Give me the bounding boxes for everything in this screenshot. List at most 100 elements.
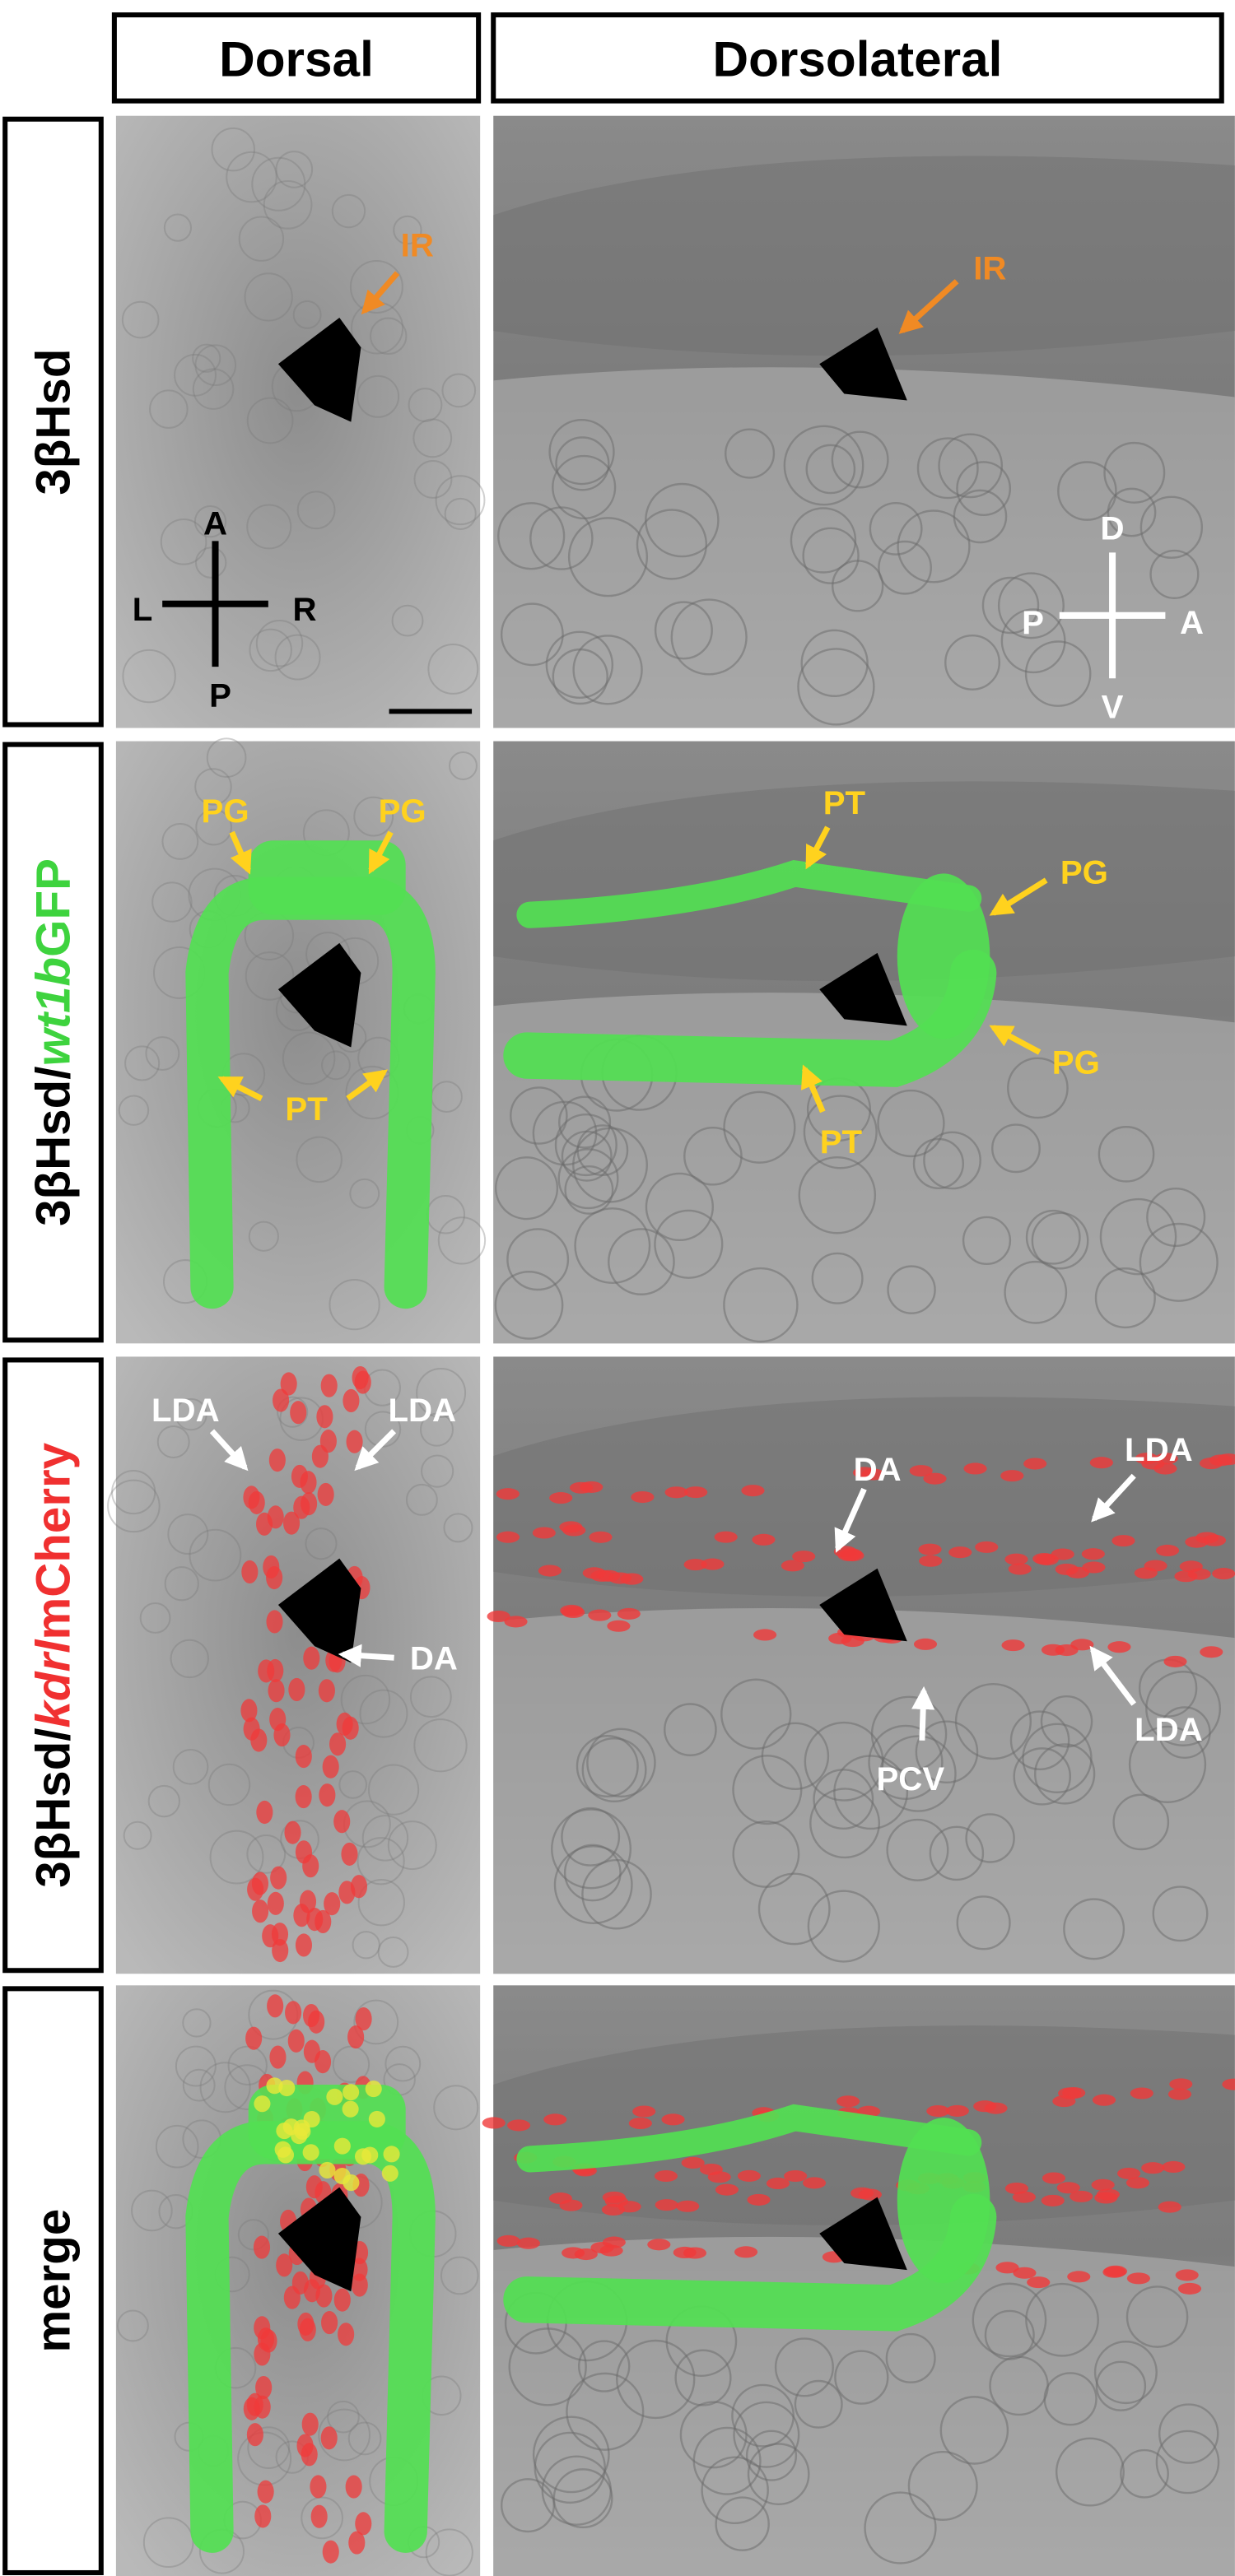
vessel-cell — [267, 1891, 284, 1915]
vessel-cell — [588, 1609, 612, 1621]
cell — [139, 1602, 171, 1634]
vessel-cell — [1041, 2194, 1065, 2206]
cell — [246, 1834, 287, 1874]
dorsolateral-panel — [493, 115, 1235, 728]
cell — [572, 635, 643, 705]
vessel-cell — [296, 2434, 314, 2457]
vessel-cell — [1212, 1568, 1235, 1580]
orientation-label: R — [293, 591, 317, 628]
cell — [567, 517, 649, 598]
vessel-cell — [318, 1679, 335, 1703]
cell — [885, 2332, 936, 2383]
cell — [111, 1470, 156, 1515]
orientation-label: P — [1022, 604, 1044, 641]
cell — [194, 768, 232, 806]
vessel-cell — [329, 1732, 347, 1756]
cell — [189, 1528, 242, 1582]
cell — [965, 1813, 1015, 1863]
cell — [340, 1674, 391, 1725]
vessel-cell — [1135, 1453, 1158, 1465]
vessel-cell — [300, 1471, 317, 1495]
cell — [174, 353, 217, 397]
vessel-cell — [1179, 1560, 1203, 1573]
orientation-label: D — [1101, 509, 1125, 546]
cell — [915, 1720, 979, 1784]
cell — [149, 389, 189, 429]
cell — [954, 1683, 1032, 1760]
cell — [195, 808, 232, 846]
cell — [247, 2426, 291, 2469]
cell — [616, 2339, 696, 2420]
cell — [121, 300, 160, 339]
vessel-cell — [753, 1629, 777, 1641]
cell — [532, 2416, 610, 2494]
cell — [887, 1265, 936, 1314]
orientation-label: A — [1180, 604, 1204, 641]
gfp-tissue — [897, 873, 990, 1039]
vessel-cell — [1058, 2087, 1082, 2099]
cell — [156, 1425, 190, 1458]
row-label: 3βHsd — [27, 349, 81, 495]
vessel-cell — [852, 1467, 877, 1479]
cell — [674, 2349, 732, 2406]
cell — [387, 1820, 437, 1871]
vessel-cell — [269, 2045, 287, 2069]
vessel-cell — [343, 1388, 360, 1413]
vessel-cell — [590, 2241, 614, 2254]
vessel-cell — [918, 1543, 942, 1555]
vessel-cell — [303, 1646, 320, 1670]
cell — [318, 2408, 371, 2462]
vessel-cell — [345, 2475, 362, 2499]
annotation-label: IR — [973, 250, 1006, 287]
cell — [412, 418, 453, 458]
vessel-cell — [241, 1560, 259, 1584]
cell — [441, 373, 477, 408]
dorsal-panel — [115, 115, 486, 728]
row-label-box — [2, 742, 104, 1343]
row-label-part: 3βHsd/ — [27, 1727, 81, 1887]
vessel-cell — [858, 2188, 882, 2201]
vessel-cell — [984, 2102, 1008, 2114]
cell — [147, 1784, 180, 1818]
cell — [833, 1755, 909, 1830]
cell — [296, 1136, 343, 1183]
vessel-cell — [1175, 2269, 1199, 2281]
cell — [938, 433, 1004, 499]
cell — [683, 1126, 743, 1186]
orientation-label: P — [209, 677, 231, 714]
vessel-cell — [272, 1938, 289, 1963]
cell — [413, 1718, 468, 1773]
cell — [227, 2045, 268, 2086]
cell — [1031, 1211, 1089, 1270]
cell — [886, 1818, 949, 1881]
row-label-part: mCherry — [27, 1442, 81, 1639]
cell — [558, 1095, 612, 1149]
cell — [331, 193, 366, 229]
vessel-cell — [549, 1492, 573, 1504]
cell — [956, 461, 1012, 516]
vessel-cell — [295, 1745, 312, 1769]
annotation-arrow — [989, 1025, 1042, 1055]
cell — [831, 430, 889, 489]
colocalization — [291, 2127, 308, 2145]
cell — [564, 1165, 614, 1215]
gfp-tissue — [897, 2118, 990, 2284]
vessel-cell — [267, 1994, 284, 2018]
vessel-cell — [280, 1372, 297, 1396]
vessel-cell — [948, 1546, 972, 1559]
vessel-cell — [1162, 2160, 1186, 2173]
cell — [145, 1036, 180, 1071]
vessel-cell — [1154, 1453, 1178, 1465]
cell — [248, 1221, 279, 1252]
cell — [1139, 1222, 1219, 1302]
cell — [510, 1086, 568, 1145]
annotation-label: LDA — [1125, 1431, 1193, 1468]
vessel-cell — [293, 1904, 310, 1927]
cell — [981, 576, 1040, 635]
cell — [557, 1148, 619, 1210]
vessel-cell — [1056, 2182, 1080, 2194]
cell — [506, 1228, 570, 1291]
cell — [494, 1271, 564, 1340]
cell — [361, 1815, 409, 1862]
cell — [802, 527, 860, 584]
